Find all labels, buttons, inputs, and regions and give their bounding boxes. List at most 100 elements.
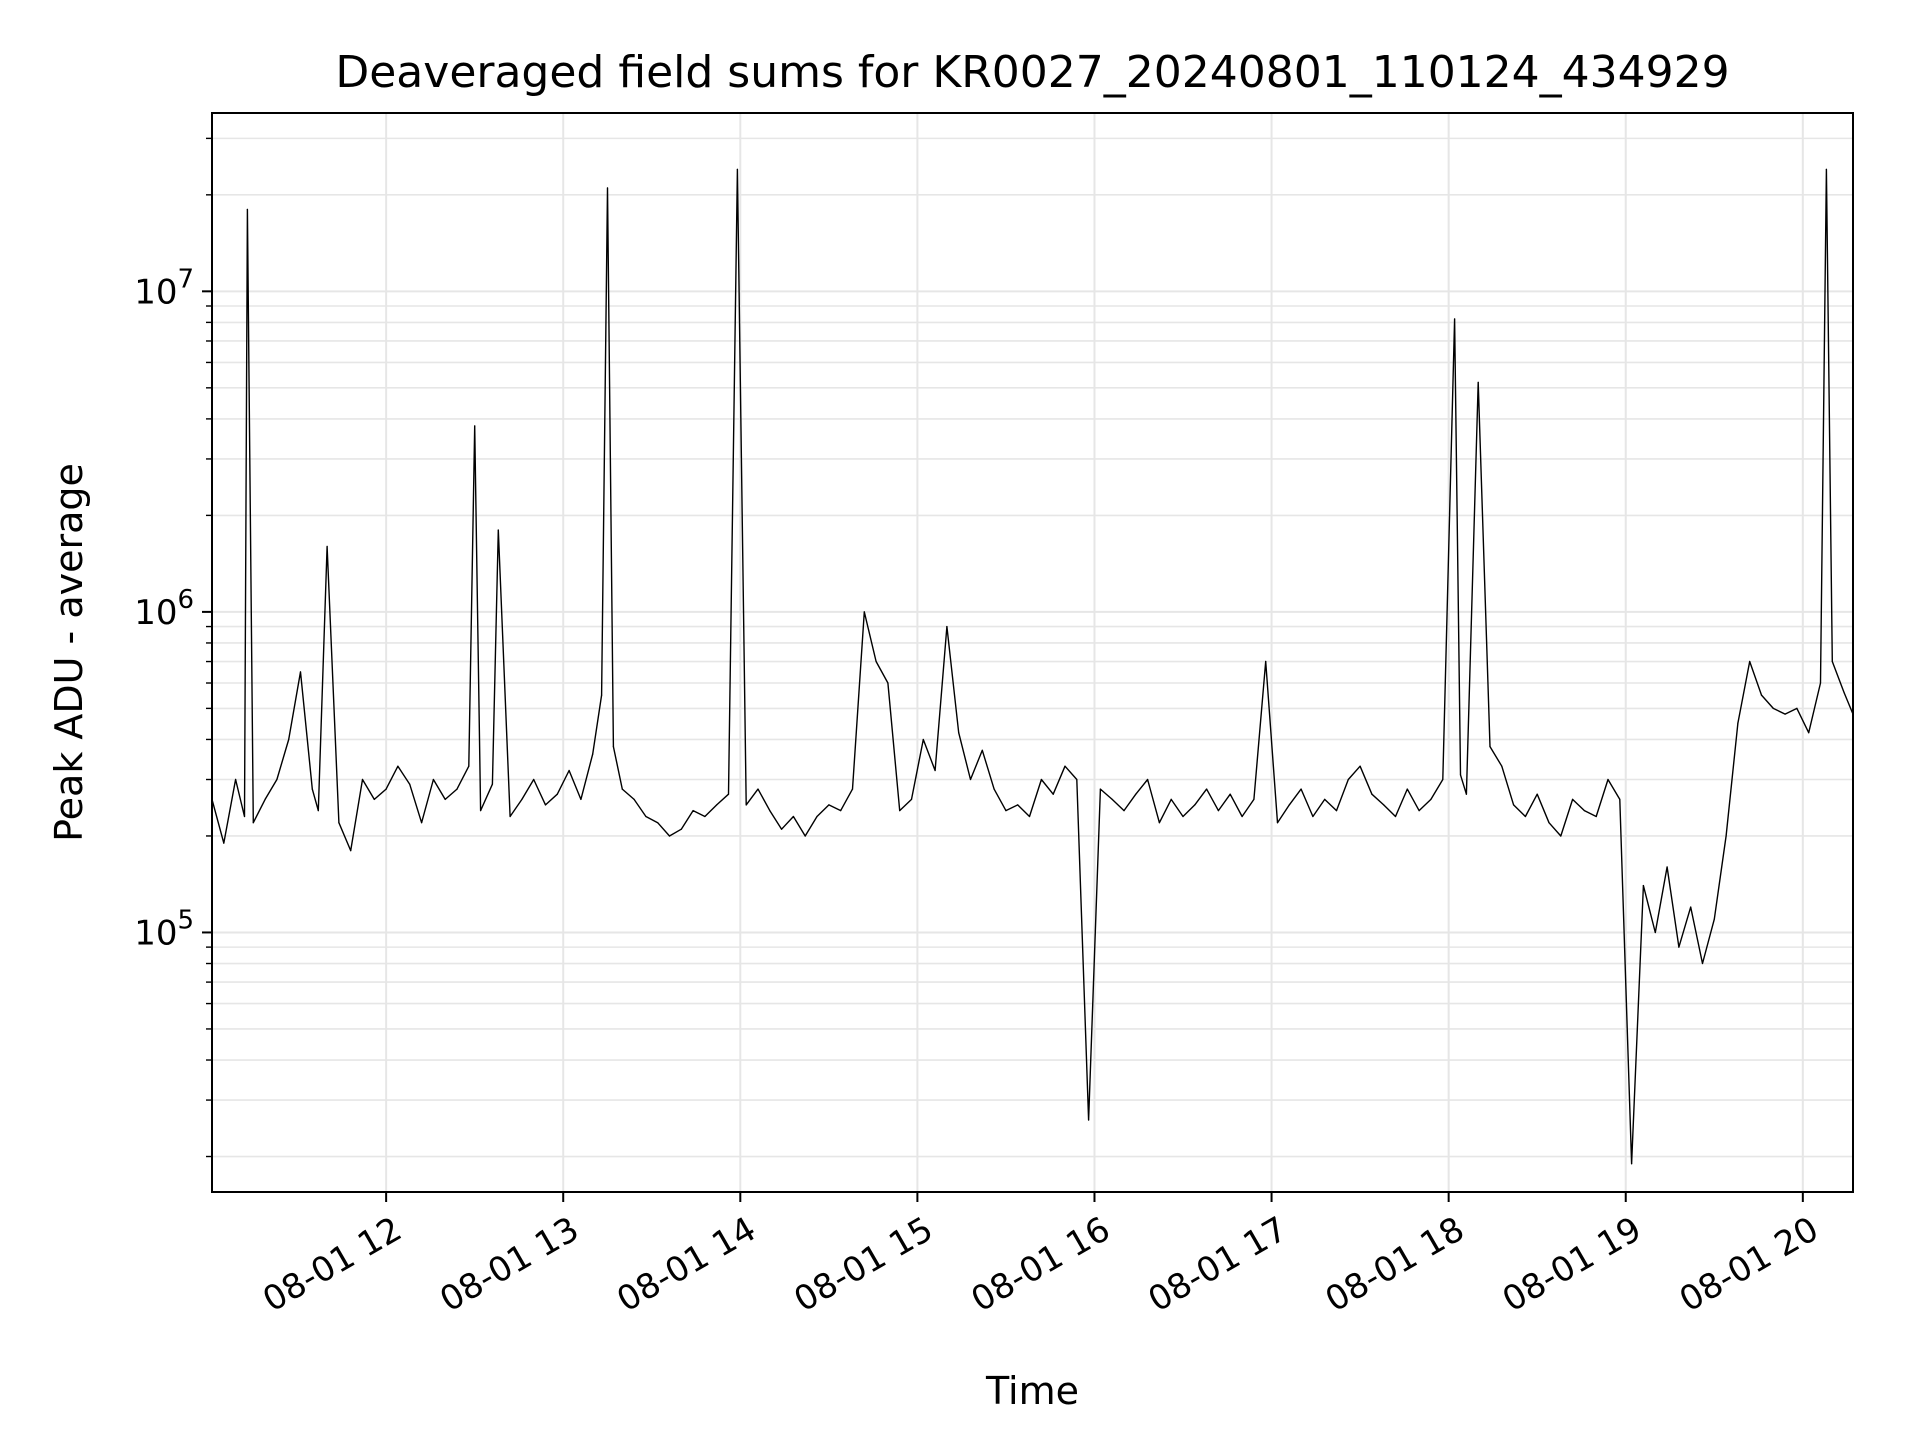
data-point (1772, 707, 1774, 710)
data-point (326, 545, 328, 548)
data-point (606, 187, 609, 189)
data-point (645, 815, 647, 818)
data-point (1040, 778, 1042, 781)
data-point (338, 822, 340, 824)
data-point (235, 778, 237, 781)
data-point (1749, 660, 1751, 663)
data-point (1843, 692, 1845, 694)
data-point (804, 835, 806, 837)
data-point (509, 815, 511, 818)
data-point (421, 822, 423, 824)
data-point (1678, 946, 1680, 948)
data-point (993, 788, 995, 790)
data-point (1288, 804, 1290, 806)
data-point (1513, 804, 1515, 806)
data-point (851, 788, 854, 790)
data-point (373, 798, 375, 801)
y-tick-label: 107 (134, 264, 194, 312)
grid (212, 113, 1853, 1192)
data-point (1194, 804, 1196, 806)
data-point (223, 842, 225, 844)
data-point (444, 798, 446, 801)
data-point (246, 208, 248, 211)
data-point (899, 810, 901, 812)
data-point (580, 798, 582, 801)
data-point (544, 804, 547, 806)
data-point (601, 694, 603, 696)
y-axis: 105 106 107 (134, 137, 212, 1158)
data-point (745, 804, 747, 806)
x-axis-label: Time (985, 1369, 1079, 1413)
data-point (1406, 788, 1408, 790)
data-point (1737, 722, 1739, 724)
data-point (1017, 804, 1019, 806)
data-point (350, 850, 352, 852)
y-tick-label: 106 (134, 585, 194, 633)
data-point (397, 765, 399, 767)
data-point (792, 815, 795, 818)
data-point (1819, 682, 1822, 684)
data-point (1442, 778, 1444, 781)
data-point (716, 804, 718, 806)
data-point (592, 753, 594, 755)
data-point (276, 778, 278, 781)
data-point (1666, 866, 1668, 868)
data-point (474, 425, 476, 427)
data-point (1477, 381, 1479, 383)
data-point (1158, 822, 1160, 824)
data-point (252, 822, 254, 824)
data-point (1536, 793, 1538, 795)
data-point (680, 828, 682, 830)
y-axis-label: Peak ADU - average (47, 463, 91, 842)
data-point (692, 810, 694, 812)
data-point (1619, 798, 1621, 801)
data-point (1501, 765, 1503, 767)
data-point (1418, 810, 1420, 812)
data-point (361, 778, 364, 781)
data-point (887, 682, 889, 684)
data-point (288, 738, 290, 741)
data-point (409, 783, 411, 785)
data-point (1147, 778, 1149, 781)
data-point (934, 769, 936, 772)
data-point (1265, 660, 1267, 663)
data-point (1005, 810, 1007, 812)
data-point (1335, 810, 1338, 812)
data-point (1760, 694, 1763, 696)
data-point (491, 783, 493, 785)
data-point (910, 798, 913, 801)
data-point (385, 788, 387, 790)
data-point (757, 788, 759, 790)
data-point (1831, 660, 1833, 663)
data-point (1524, 815, 1526, 818)
data-point (1808, 732, 1810, 734)
data-point (736, 168, 739, 170)
data-point (1454, 318, 1456, 320)
data-point (1825, 168, 1827, 170)
data-point (1324, 798, 1326, 801)
data-point (1548, 822, 1550, 824)
data-point (969, 778, 972, 781)
data-point (816, 815, 818, 818)
data-point (612, 746, 615, 748)
data-point (1300, 788, 1302, 790)
data-point (1312, 815, 1314, 818)
data-point (1796, 707, 1798, 710)
chart-title: Deaveraged field sums for KR0027_2024080… (335, 47, 1729, 98)
data-point (1347, 778, 1349, 781)
data-point (1560, 835, 1562, 837)
data-point (1459, 774, 1462, 776)
data-point (299, 671, 302, 673)
data-point (781, 828, 783, 830)
data-point (1182, 815, 1184, 818)
data-point (1383, 804, 1385, 806)
data-point (1371, 793, 1373, 795)
data-point (657, 822, 659, 824)
data-point (840, 810, 842, 812)
data-point (1076, 778, 1078, 781)
data-point (1088, 1119, 1090, 1121)
data-point (1642, 885, 1644, 887)
data-point (875, 660, 877, 663)
